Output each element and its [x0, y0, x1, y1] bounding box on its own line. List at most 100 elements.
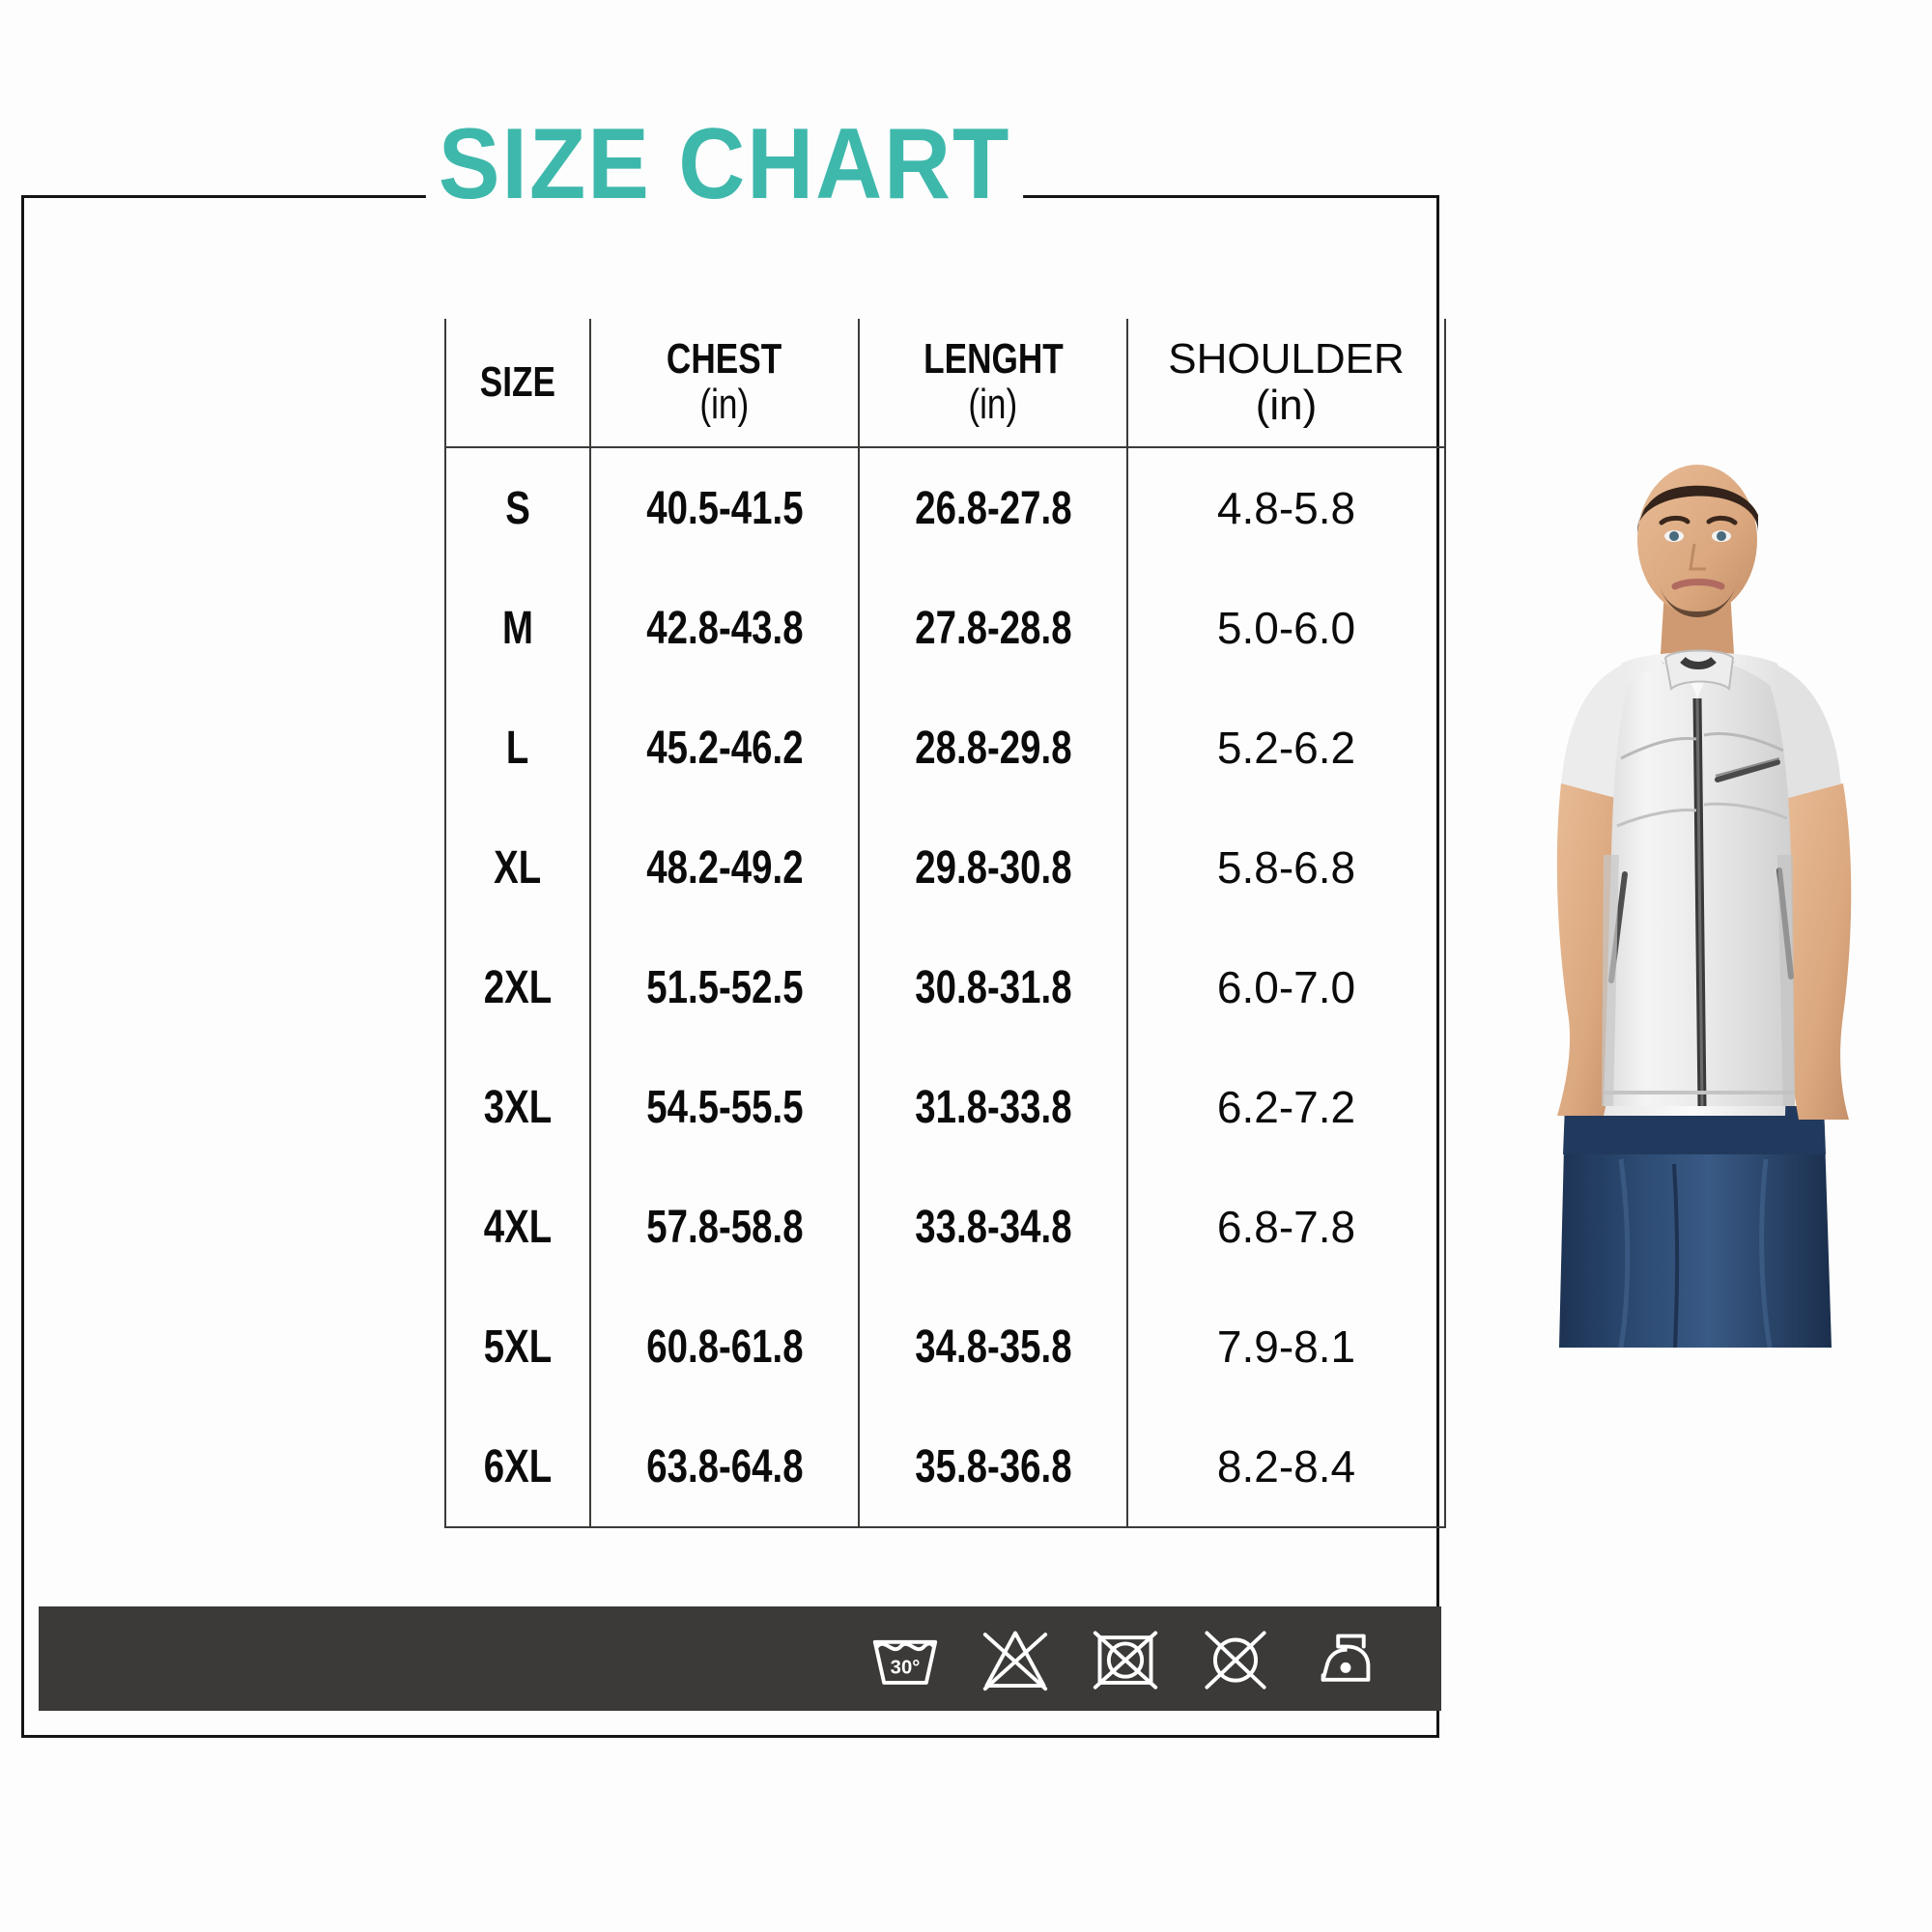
cell-size-text: 6XL: [483, 1440, 553, 1492]
cell-chest-text: 57.8-58.8: [645, 1201, 804, 1253]
column-header-chest-unit: (in): [699, 381, 750, 428]
model-illustration: [1556, 465, 1852, 1348]
cell-chest: 42.8-43.8: [589, 568, 860, 688]
table-row: 3XL 54.5-55.5 31.8-33.8 6.2-7.2: [444, 1047, 1446, 1167]
cell-shoulder-text: 4.8-5.8: [1216, 483, 1356, 533]
cell-length: 26.8-27.8: [858, 447, 1128, 568]
cell-size-text: L: [506, 722, 529, 774]
cell-shoulder: 6.0-7.0: [1126, 927, 1446, 1047]
table-row: M 42.8-43.8 27.8-28.8 5.0-6.0: [444, 568, 1446, 688]
column-header-length-label: LENGHT: [923, 335, 1064, 384]
cell-size: L: [444, 688, 591, 808]
cell-chest-text: 54.5-55.5: [645, 1081, 804, 1133]
size-table-container: SIZE CHEST (in) LENGHT (in): [444, 319, 1446, 1528]
cell-chest: 63.8-64.8: [589, 1406, 860, 1528]
cell-shoulder: 6.2-7.2: [1126, 1047, 1446, 1167]
table-row: S 40.5-41.5 26.8-27.8 4.8-5.8: [444, 447, 1446, 568]
cell-length: 27.8-28.8: [858, 568, 1128, 688]
cell-size: XL: [444, 808, 591, 927]
care-instructions-bar: 30°: [39, 1606, 1441, 1711]
column-header-chest: CHEST (in): [589, 319, 860, 448]
cell-length: 33.8-34.8: [858, 1167, 1128, 1287]
cell-length-text: 30.8-31.8: [914, 961, 1072, 1013]
cell-shoulder-text: 6.2-7.2: [1216, 1082, 1356, 1132]
jeans: [1559, 1106, 1832, 1348]
cell-chest: 48.2-49.2: [589, 808, 860, 927]
cell-length-text: 31.8-33.8: [914, 1081, 1072, 1133]
cell-size-text: XL: [494, 841, 542, 894]
cell-shoulder: 4.8-5.8: [1126, 447, 1446, 568]
cell-chest-text: 63.8-64.8: [645, 1440, 804, 1492]
cell-shoulder-text: 5.8-6.8: [1216, 842, 1356, 893]
cell-chest-text: 48.2-49.2: [645, 841, 804, 894]
cell-chest-text: 45.2-46.2: [645, 722, 804, 774]
cell-chest-text: 51.5-52.5: [645, 961, 804, 1013]
cell-length-text: 34.8-35.8: [914, 1321, 1072, 1373]
cell-size: S: [444, 447, 591, 568]
column-header-length-unit: (in): [968, 381, 1018, 428]
cell-length: 35.8-36.8: [858, 1406, 1128, 1528]
cell-length-text: 27.8-28.8: [914, 602, 1072, 654]
do-not-bleach-icon: [982, 1631, 1048, 1691]
cell-size-text: 3XL: [483, 1081, 553, 1133]
wash-30-degrees-icon: 30°: [872, 1639, 938, 1685]
cell-shoulder-text: 6.8-7.8: [1216, 1202, 1356, 1252]
table-row: 6XL 63.8-64.8 35.8-36.8 8.2-8.4: [444, 1406, 1446, 1528]
cell-shoulder: 5.0-6.0: [1126, 568, 1446, 688]
cell-length: 28.8-29.8: [858, 688, 1128, 808]
cell-size-text: M: [501, 602, 533, 654]
do-not-tumble-dry-icon: [1093, 1631, 1158, 1690]
column-header-shoulder: SHOULDER (in): [1126, 319, 1446, 448]
cell-length: 30.8-31.8: [858, 927, 1128, 1047]
cell-shoulder-text: 6.0-7.0: [1216, 962, 1356, 1012]
cell-size-text: 2XL: [483, 961, 553, 1013]
cell-chest-text: 42.8-43.8: [645, 602, 804, 654]
cell-size-text: 5XL: [483, 1321, 553, 1373]
cell-shoulder: 5.2-6.2: [1126, 688, 1446, 808]
cell-shoulder: 6.8-7.8: [1126, 1167, 1446, 1287]
table-header-row: SIZE CHEST (in) LENGHT (in): [444, 319, 1446, 448]
cell-size: M: [444, 568, 591, 688]
cell-size: 5XL: [444, 1287, 591, 1406]
size-chart-table: SIZE CHEST (in) LENGHT (in): [444, 319, 1446, 1528]
table-row: 2XL 51.5-52.5 30.8-31.8 6.0-7.0: [444, 927, 1446, 1047]
cell-shoulder-text: 5.2-6.2: [1216, 723, 1356, 773]
column-header-shoulder-unit: (in): [1255, 382, 1318, 429]
column-header-chest-label: CHEST: [667, 335, 782, 384]
column-header-size-label: SIZE: [479, 357, 556, 406]
table-row: XL 48.2-49.2 29.8-30.8 5.8-6.8: [444, 808, 1446, 927]
cell-length-text: 35.8-36.8: [914, 1440, 1072, 1492]
cell-chest: 51.5-52.5: [589, 927, 860, 1047]
cell-shoulder-text: 8.2-8.4: [1216, 1441, 1356, 1492]
table-row: 5XL 60.8-61.8 34.8-35.8 7.9-8.1: [444, 1287, 1446, 1406]
cell-shoulder: 7.9-8.1: [1126, 1287, 1446, 1406]
cell-chest: 54.5-55.5: [589, 1047, 860, 1167]
cell-shoulder: 8.2-8.4: [1126, 1406, 1446, 1528]
column-header-length: LENGHT (in): [858, 319, 1128, 448]
cell-length-text: 26.8-27.8: [914, 482, 1072, 534]
cell-shoulder-text: 7.9-8.1: [1216, 1321, 1356, 1372]
wash-temperature-label: 30°: [891, 1658, 921, 1679]
cell-chest: 60.8-61.8: [589, 1287, 860, 1406]
cell-shoulder-text: 5.0-6.0: [1216, 603, 1356, 653]
cell-chest: 45.2-46.2: [589, 688, 860, 808]
vest: [1602, 649, 1795, 1107]
cell-length-text: 29.8-30.8: [914, 841, 1072, 894]
column-header-size: SIZE: [444, 319, 591, 448]
cell-size: 3XL: [444, 1047, 591, 1167]
cell-size: 6XL: [444, 1406, 591, 1528]
table-row: L 45.2-46.2 28.8-29.8 5.2-6.2: [444, 688, 1446, 808]
iron-low-heat-icon: [1321, 1634, 1371, 1682]
cell-length: 29.8-30.8: [858, 808, 1128, 927]
cell-size: 4XL: [444, 1167, 591, 1287]
cell-length-text: 33.8-34.8: [914, 1201, 1072, 1253]
table-row: 4XL 57.8-58.8 33.8-34.8 6.8-7.8: [444, 1167, 1446, 1287]
cell-length: 34.8-35.8: [858, 1287, 1128, 1406]
do-not-dry-clean-icon: [1205, 1631, 1266, 1690]
column-header-shoulder-label: SHOULDER: [1168, 334, 1405, 383]
head-and-neck: [1637, 465, 1758, 669]
model-photo: [1476, 440, 1932, 1348]
tee-sleeves: [1561, 666, 1841, 799]
cell-size: 2XL: [444, 927, 591, 1047]
cell-length-text: 28.8-29.8: [914, 722, 1072, 774]
